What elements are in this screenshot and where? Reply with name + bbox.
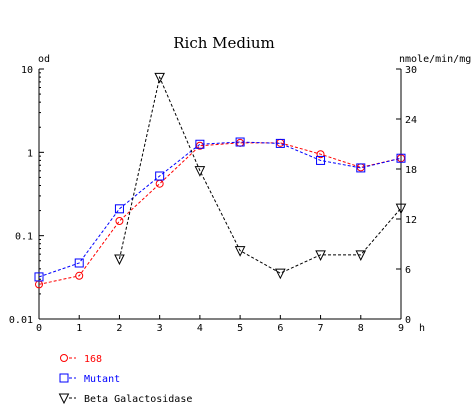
y-left-axis-label: od xyxy=(38,54,50,65)
data-point-triangle xyxy=(58,393,70,405)
data-point-triangle xyxy=(234,246,246,257)
y-right-tick-label: 18 xyxy=(405,165,417,176)
data-point-triangle xyxy=(395,203,407,215)
x-tick-label: 3 xyxy=(157,323,163,334)
data-point-square xyxy=(275,138,285,148)
y-left-tick-label: 1 xyxy=(27,148,33,159)
data-point-triangle xyxy=(355,250,367,261)
data-point-circle xyxy=(316,150,325,159)
y-right-tick-label: 6 xyxy=(405,265,411,276)
data-point-square xyxy=(74,258,84,268)
data-point-square xyxy=(195,139,205,149)
y-right-tick-label: 12 xyxy=(405,215,417,226)
y-right-tick-label: 30 xyxy=(405,65,417,76)
data-point-square xyxy=(155,171,165,181)
series-line xyxy=(38,141,402,278)
data-point-square xyxy=(396,153,406,163)
x-tick-label: 8 xyxy=(358,323,364,334)
x-tick-label: 1 xyxy=(76,323,82,334)
x-tick-label: 7 xyxy=(318,323,324,334)
x-axis-unit-label: h xyxy=(419,323,425,334)
data-point-circle xyxy=(115,216,124,225)
series-line xyxy=(118,75,402,274)
data-point-circle xyxy=(155,179,164,188)
data-point-triangle xyxy=(114,254,125,266)
data-point-square xyxy=(34,272,44,282)
data-point-square xyxy=(114,204,124,214)
legend: 168 Mutant Beta Galactosidase xyxy=(58,354,192,405)
series-beta-galactosidase xyxy=(114,72,407,280)
data-point-triangle xyxy=(315,250,326,261)
data-point-circle xyxy=(75,271,84,280)
data-point-square xyxy=(235,137,245,147)
data-point-square xyxy=(356,163,366,173)
y-right-tick-label: 24 xyxy=(405,115,417,126)
series-168 xyxy=(35,138,405,289)
x-tick-label: 4 xyxy=(197,323,203,334)
data-point-triangle xyxy=(154,72,165,84)
x-tick-label: 0 xyxy=(36,323,42,334)
y-left-tick-label: 10 xyxy=(21,65,33,76)
x-tick-label: 5 xyxy=(237,323,243,334)
chart-title: Rich Medium xyxy=(173,34,274,52)
x-tick-label: 6 xyxy=(277,323,283,334)
data-point-triangle xyxy=(194,166,206,177)
data-point-square xyxy=(316,155,326,165)
x-tick-label: 2 xyxy=(116,323,122,334)
y-left-tick-label: 0.01 xyxy=(9,315,33,326)
legend-label: Mutant xyxy=(84,374,120,385)
y-right-tick-label: 0 xyxy=(405,315,411,326)
y-right-axis-label: nmole/min/mg xyxy=(399,54,471,65)
series-layer xyxy=(34,72,407,289)
y-left-tick-label: 0.1 xyxy=(15,232,33,243)
data-point-square xyxy=(59,373,69,383)
data-point-circle xyxy=(60,354,68,362)
series-line xyxy=(38,142,402,285)
series-mutant xyxy=(34,137,406,282)
legend-label: Beta Galactosidase xyxy=(84,394,192,405)
x-tick-label: 9 xyxy=(398,323,404,334)
legend-label: 168 xyxy=(84,354,102,365)
data-point-triangle xyxy=(275,268,286,280)
